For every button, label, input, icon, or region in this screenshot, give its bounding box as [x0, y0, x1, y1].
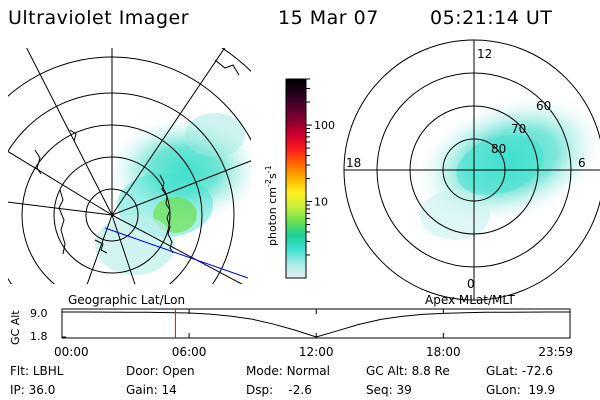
mlat-label-60: 60	[536, 99, 551, 113]
mlt-label-0: 0	[467, 277, 475, 291]
geographic-map	[8, 48, 251, 284]
mlt-label-12: 12	[477, 47, 492, 61]
image-title: Ultraviolet Imager	[8, 7, 190, 29]
ip-label: IP:	[10, 383, 25, 397]
gcalt-info: GC Alt: 8.8 Re	[366, 364, 450, 378]
altitude-timeline: GC Alt 9.0 1.8 00:00 06:00 12:00 18:00 23:59	[9, 307, 573, 359]
mlat-label-80: 80	[491, 142, 506, 156]
x-tick-label: 06:00	[172, 345, 207, 359]
magnetic-polar-map: 12 18 6 0 60 70 80	[343, 39, 600, 301]
aurora-emission-left	[95, 113, 251, 275]
door-value: Open	[162, 364, 195, 378]
colorbar-tick-label: 10	[314, 196, 328, 209]
colorbar-gradient	[285, 78, 307, 279]
glat-value: -72.6	[521, 364, 553, 378]
glon-value: 19.9	[528, 383, 556, 397]
dsp-value: -2.6	[288, 383, 312, 397]
seq-info: Seq: 39	[366, 383, 412, 397]
x-tick-label: 12:00	[299, 345, 334, 359]
colorbar-unit-label: photon cm-2s-1	[264, 165, 279, 246]
gcalt-label: GC Alt:	[366, 364, 408, 378]
seq-label: Seq:	[366, 383, 393, 397]
colorbar: 10 100 photon cm-2s-1	[264, 78, 335, 279]
y-tick-label: 9.0	[30, 307, 48, 320]
mlt-label-18: 18	[346, 156, 361, 170]
filter-info: Flt: LBHL	[10, 364, 63, 378]
filter-value: LBHL	[32, 364, 64, 378]
image-time: 05:21:14 UT	[430, 7, 553, 29]
ip-info: IP: 36.0	[10, 383, 55, 397]
x-tick-label: 18:00	[426, 345, 461, 359]
x-tick-label: 23:59	[538, 345, 573, 359]
right-panel-caption: Apex MLat/MLT	[425, 293, 515, 307]
ip-value: 36.0	[28, 383, 56, 397]
door-label: Door:	[126, 364, 159, 378]
colorbar-ticks: 10 100	[306, 78, 335, 256]
y-tick-label: 1.8	[30, 330, 48, 343]
filter-label: Flt:	[10, 364, 29, 378]
door-info: Door: Open	[126, 364, 195, 378]
seq-value: 39	[396, 383, 412, 397]
mode-info: Mode: Normal	[246, 364, 330, 378]
mode-value: Normal	[286, 364, 330, 378]
gain-info: Gain: 14	[126, 383, 177, 397]
left-panel-caption: Geographic Lat/Lon	[68, 293, 185, 307]
gain-value: 14	[161, 383, 177, 397]
colorbar-tick-label: 100	[314, 119, 335, 132]
mlat-label-70: 70	[511, 122, 526, 136]
glon-info: GLon: 19.9	[486, 383, 555, 397]
timeline-ylabel: GC Alt	[9, 310, 22, 345]
lon-lines	[8, 48, 251, 284]
dsp-info: Dsp: -2.6	[246, 383, 312, 397]
satellite-track	[104, 227, 249, 279]
mode-label: Mode:	[246, 364, 283, 378]
glat-info: GLat: -72.6	[486, 364, 553, 378]
gcalt-value: 8.8 Re	[411, 364, 450, 378]
image-date: 15 Mar 07	[278, 7, 379, 29]
continent-outline	[34, 59, 240, 255]
gain-label: Gain:	[126, 383, 158, 397]
mlt-lines	[344, 40, 600, 300]
mlt-label-6: 6	[578, 156, 586, 170]
glon-label: GLon:	[486, 383, 521, 397]
dsp-label: Dsp:	[246, 383, 274, 397]
x-tick-label: 00:00	[54, 345, 89, 359]
glat-label: GLat:	[486, 364, 519, 378]
